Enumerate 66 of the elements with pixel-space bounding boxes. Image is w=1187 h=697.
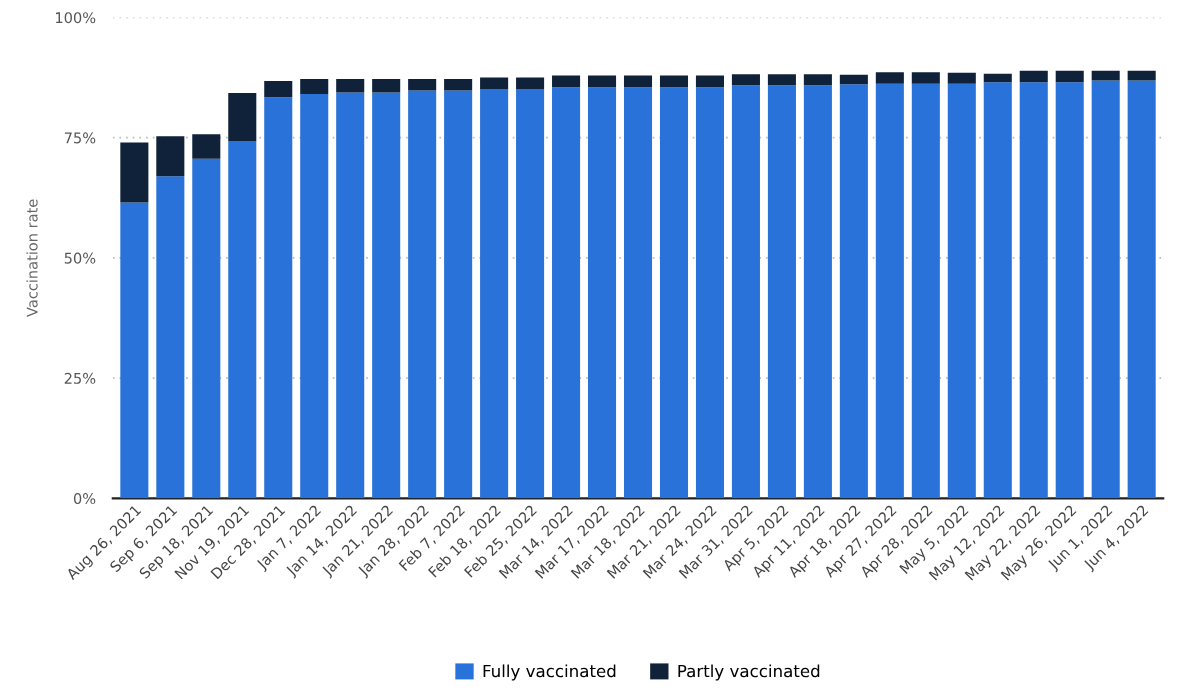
bar: [516, 77, 545, 90]
bar: [659, 75, 689, 88]
bar: [228, 141, 257, 499]
bar: [552, 87, 581, 499]
bar: [623, 87, 653, 499]
bar: [192, 158, 221, 499]
y-tick-label: 25%: [64, 372, 96, 384]
bar: [1055, 82, 1084, 499]
bar: [767, 74, 796, 86]
y-axis-title: Vaccination rate: [26, 199, 38, 317]
bar: [228, 92, 257, 142]
bar: [192, 134, 221, 159]
bar: [444, 78, 473, 91]
bar: [336, 92, 365, 499]
y-tick-label: 50%: [64, 252, 96, 264]
bar: [695, 75, 724, 88]
bar: [516, 89, 545, 499]
bar: [552, 75, 581, 88]
bar: [120, 202, 149, 499]
bar: [767, 85, 796, 499]
bar: [480, 77, 509, 90]
legend-label: Partly vaccinated: [678, 664, 820, 681]
bar: [1019, 82, 1048, 499]
bar: [983, 82, 1012, 499]
bar: [120, 142, 149, 203]
bar: [1091, 80, 1120, 499]
bar: [480, 89, 509, 499]
bar: [1019, 70, 1048, 83]
bar: [300, 93, 329, 499]
bar: [911, 72, 940, 84]
bar: [264, 80, 293, 98]
bar: [588, 75, 617, 88]
y-tick-label: 0%: [73, 493, 96, 505]
legend-label: Fully vaccinated: [483, 664, 616, 681]
bar: [156, 176, 185, 499]
bar: [1055, 70, 1084, 83]
bar: [947, 83, 976, 499]
bar: [875, 83, 904, 499]
bar: [1127, 80, 1156, 499]
bar: [264, 97, 293, 499]
bar: [1127, 70, 1156, 81]
bar: [588, 87, 617, 499]
bar: [300, 78, 329, 94]
bar: [947, 72, 976, 84]
bar: [659, 87, 689, 499]
bar: [803, 74, 832, 86]
bar: [336, 78, 365, 93]
bar: [372, 78, 401, 93]
bar: [156, 136, 185, 177]
bar: [731, 74, 760, 86]
bar: [803, 85, 832, 499]
bar: [408, 78, 437, 91]
bar: [695, 87, 724, 499]
bar: [983, 73, 1012, 83]
y-tick-label: 100%: [56, 12, 96, 24]
bar: [839, 74, 868, 85]
bar: [839, 84, 868, 499]
bar: [623, 75, 653, 88]
bar: [911, 83, 940, 499]
bar: [372, 92, 401, 499]
bar: [408, 90, 437, 499]
bar: [875, 72, 904, 84]
bar: [1091, 70, 1120, 81]
y-tick-label: 75%: [64, 132, 96, 144]
bar: [444, 90, 473, 499]
bar: [731, 85, 760, 499]
